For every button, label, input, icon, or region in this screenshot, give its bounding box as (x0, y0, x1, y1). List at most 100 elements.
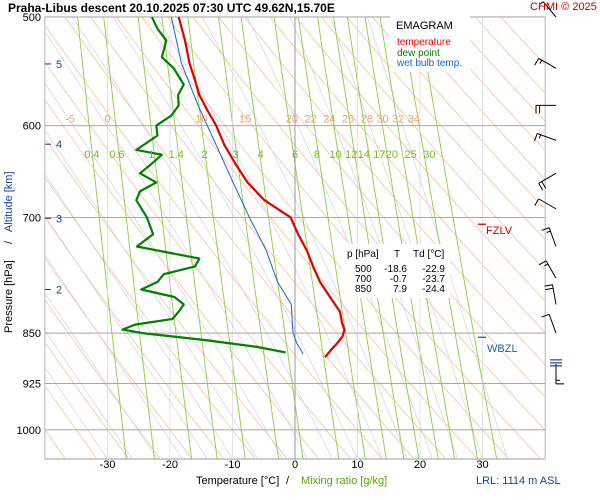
wind-barb (534, 198, 557, 210)
grid-layer (0, 0, 546, 460)
dry-adiabat (45, 384, 98, 459)
temperature-tick-label: -10 (225, 459, 241, 471)
temperature-tick-label: 20 (414, 459, 426, 471)
series-layer (121, 16, 346, 358)
mixing-ratio-line (161, 17, 218, 459)
mixing-ratio-label: 10 (330, 149, 342, 161)
dry-adiabat-label: 22 (305, 114, 317, 126)
dry-adiabat-label: -5 (65, 114, 75, 126)
dry-adiabat-label: 20 (286, 114, 298, 126)
mixing-ratio-line (218, 17, 280, 459)
dry-adiabat (45, 176, 256, 459)
chart-title: Praha-Libus descent 20.10.2025 07:30 UTC… (8, 1, 335, 15)
fzlv-label: FZLV (486, 225, 513, 237)
moist-adiabat (45, 366, 108, 459)
dry-adiabat-label: 10 (195, 114, 207, 126)
dry-adiabat (45, 24, 383, 459)
dry-adiabat (45, 257, 193, 459)
table-row-t: 7.9 (393, 284, 407, 295)
dry-adiabat (346, 17, 545, 240)
y-axis-title-altitude: Altitude [km] (3, 171, 15, 232)
dry-adiabat-label: 26 (342, 114, 354, 126)
pressure-tick-label: 600 (23, 121, 41, 133)
moist-adiabat (45, 129, 258, 459)
mixing-ratio-label: 0.4 (84, 149, 99, 161)
pressure-tick-label: 850 (23, 328, 41, 340)
mixing-ratio-label: 17 (373, 149, 385, 161)
moist-adiabat (201, 17, 408, 459)
moist-adiabat (45, 254, 183, 459)
legend-title: EMAGRAM (396, 20, 453, 32)
y-axis-separator: / (3, 240, 15, 244)
copyright: CHMI © 2025 (530, 1, 597, 13)
table-row-td: -22.9 (422, 264, 445, 275)
x-axis-title-mixing: Mixing ratio [g/kg] (301, 475, 387, 487)
temperature-tick-label: 30 (476, 459, 488, 471)
pressure-tick-label: 500 (23, 12, 41, 24)
mixing-ratio-line (137, 17, 193, 459)
legend-box (390, 16, 470, 72)
temperature-tick-label: -30 (100, 459, 116, 471)
dry-adiabat (320, 17, 545, 271)
altitude-tick-label: 3 (56, 213, 62, 225)
legend-wet-bulb: wet bulb temp. (396, 58, 462, 69)
wind-barb (555, 363, 564, 385)
mixing-ratio-label: 14 (358, 149, 370, 161)
table-header-t: T (394, 249, 400, 260)
mixing-ratio-label: 3 (233, 149, 239, 161)
legend-temperature: temperature (397, 37, 451, 48)
mixing-ratio-line (297, 17, 366, 459)
mixing-ratio-label: 6 (292, 149, 298, 161)
dry-adiabat (243, 17, 545, 366)
dry-adiabat (0, 0, 2, 459)
wind-barb (541, 227, 557, 247)
moist-adiabat (112, 17, 358, 459)
dry-adiabat (397, 17, 545, 181)
y-axis-title: Pressure [hPa] (3, 260, 15, 333)
dry-adiabat (295, 17, 545, 302)
mixing-ratio-line (77, 17, 127, 459)
mixing-ratio-line (417, 17, 498, 459)
altitude-tick-label: 4 (56, 139, 62, 151)
dry-adiabat (45, 137, 288, 459)
temperature-tick-label: 10 (351, 459, 363, 471)
moist-adiabat (45, 214, 208, 459)
wind-barb (535, 104, 556, 114)
wind-barb (534, 133, 557, 142)
mixing-ratio-label: 4 (258, 149, 264, 161)
pressure-tick-label: 700 (23, 212, 41, 224)
table-row-p: 850 (355, 284, 372, 295)
mixing-ratio-label: 1 (148, 149, 154, 161)
altitude-tick-label: 2 (56, 285, 62, 297)
table-row-t: -0.7 (390, 274, 408, 285)
table-row-t: -18.6 (384, 264, 407, 275)
legend-dew-point: dew point (397, 48, 440, 59)
temperature-tick-label: 0 (292, 459, 298, 471)
table-row-p: 700 (355, 274, 372, 285)
dry-adiabat (269, 17, 545, 334)
mixing-ratio-label: 25 (405, 149, 417, 161)
dry-adiabat (45, 299, 161, 459)
dry-adiabat (64, 17, 415, 459)
mixing-ratio-label: 8 (314, 149, 320, 161)
mixing-ratio-label: 0.6 (109, 149, 124, 161)
dry-adiabat-label: 28 (361, 114, 373, 126)
wind-barbs (534, 1, 564, 385)
mixing-ratio-line (273, 17, 340, 459)
dry-adiabat (45, 341, 130, 459)
moist-adiabat (45, 329, 133, 459)
dry-adiabat (448, 17, 545, 123)
dry-adiabat-label: 0 (104, 114, 110, 126)
moist-adiabat (45, 31, 308, 459)
table-row-p: 500 (355, 264, 372, 275)
wind-barb (538, 260, 557, 279)
mixing-ratio-line (103, 17, 155, 459)
x-axis-separator: / (286, 475, 290, 487)
table-row-td: -24.4 (422, 284, 445, 295)
wind-barb (539, 1, 557, 18)
mixing-ratio-label: 2 (201, 149, 207, 161)
mixing-ratio-label: 30 (423, 149, 435, 161)
